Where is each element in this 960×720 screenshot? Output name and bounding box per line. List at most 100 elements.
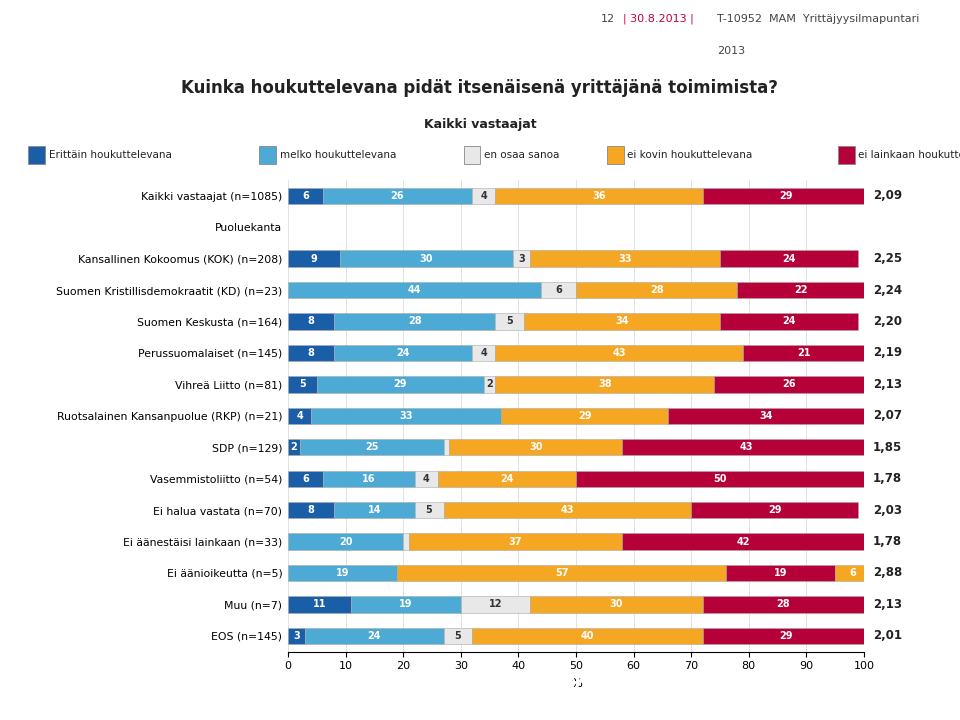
Text: 38: 38 — [598, 379, 612, 390]
Text: 43: 43 — [612, 348, 626, 358]
Text: 1,85: 1,85 — [873, 441, 901, 454]
Text: 24: 24 — [500, 474, 514, 484]
Text: 29: 29 — [394, 379, 407, 390]
Bar — [288, 564, 397, 581]
Bar — [444, 628, 472, 644]
Text: 6: 6 — [301, 474, 309, 484]
Text: 50: 50 — [713, 474, 727, 484]
Text: 43: 43 — [739, 442, 753, 452]
Text: 12: 12 — [489, 600, 502, 609]
Bar — [288, 251, 340, 267]
Text: 2,13: 2,13 — [873, 378, 901, 391]
Text: 25: 25 — [365, 442, 378, 452]
Text: 4: 4 — [480, 191, 488, 201]
Text: 29: 29 — [780, 631, 793, 641]
Bar — [288, 187, 323, 204]
Text: 21%: 21% — [701, 672, 744, 690]
Bar — [703, 596, 864, 613]
Text: 3: 3 — [517, 253, 525, 264]
Text: 57: 57 — [555, 568, 568, 578]
Bar — [288, 345, 334, 361]
Text: 2,01: 2,01 — [873, 629, 901, 642]
Text: 43: 43 — [561, 505, 574, 515]
Text: 1,78: 1,78 — [873, 535, 901, 548]
Bar — [288, 628, 305, 644]
Text: taloustutkimus oy: taloustutkimus oy — [20, 27, 176, 42]
Bar — [259, 146, 276, 164]
Bar — [501, 408, 668, 424]
Text: ei lainkaan houkuttelevana: ei lainkaan houkuttelevana — [858, 150, 960, 160]
Bar — [495, 345, 743, 361]
Bar — [288, 313, 334, 330]
Bar — [838, 146, 854, 164]
Bar — [288, 596, 351, 613]
Bar — [541, 282, 576, 298]
Text: Erittäin houkuttelevana: Erittäin houkuttelevana — [49, 150, 172, 160]
Text: 24: 24 — [396, 348, 410, 358]
Text: Kuinka houkuttelevana pidät itsenäisenä yrittäjänä toimimista?: Kuinka houkuttelevana pidät itsenäisenä … — [181, 79, 779, 97]
Text: 30: 30 — [529, 442, 542, 452]
Text: 2,13: 2,13 — [873, 598, 901, 611]
Text: melko houkuttelevana: melko houkuttelevana — [279, 150, 396, 160]
Text: 5: 5 — [454, 631, 462, 641]
Text: 5: 5 — [425, 505, 433, 515]
Text: 29: 29 — [578, 411, 591, 420]
Bar — [288, 534, 403, 550]
Bar — [323, 470, 415, 487]
Bar — [288, 408, 311, 424]
Bar — [495, 313, 524, 330]
Text: 2013: 2013 — [717, 46, 745, 56]
Bar — [472, 345, 495, 361]
Bar — [743, 345, 864, 361]
Text: 19: 19 — [336, 568, 349, 578]
Bar — [530, 596, 703, 613]
Bar — [472, 187, 495, 204]
Text: 75%: 75% — [192, 672, 235, 690]
Bar — [340, 251, 513, 267]
Text: en osaa sanoa: en osaa sanoa — [484, 150, 560, 160]
Text: 30: 30 — [610, 600, 623, 609]
Text: 33: 33 — [399, 411, 413, 420]
Text: 9: 9 — [310, 253, 318, 264]
Text: 8: 8 — [307, 505, 315, 515]
Text: 2: 2 — [486, 379, 493, 390]
Text: 24: 24 — [368, 631, 381, 641]
Text: 24: 24 — [782, 317, 796, 326]
Text: 01%: 01% — [864, 672, 907, 690]
Text: | 30.8.2013 |: | 30.8.2013 | — [622, 14, 693, 24]
Bar — [449, 439, 622, 456]
Bar — [323, 187, 472, 204]
Text: 6: 6 — [301, 191, 309, 201]
Bar — [351, 596, 461, 613]
Bar — [444, 502, 691, 518]
Text: 2,07: 2,07 — [873, 409, 901, 423]
Text: 26: 26 — [782, 379, 796, 390]
Bar — [317, 376, 484, 392]
Text: ei kovin houkuttelevana: ei kovin houkuttelevana — [628, 150, 753, 160]
Bar — [461, 596, 530, 613]
Bar — [334, 313, 495, 330]
Bar — [622, 439, 870, 456]
Bar — [524, 313, 720, 330]
Bar — [415, 502, 444, 518]
Text: 19: 19 — [774, 568, 787, 578]
Text: 2,25: 2,25 — [873, 252, 901, 265]
Text: 28: 28 — [650, 285, 663, 295]
Text: 48%: 48% — [403, 672, 446, 690]
Bar — [311, 408, 501, 424]
Text: 2,03: 2,03 — [873, 503, 901, 517]
Bar — [737, 282, 864, 298]
Bar — [576, 470, 864, 487]
Text: 2,20: 2,20 — [873, 315, 901, 328]
Text: 44: 44 — [408, 285, 421, 295]
Text: 14: 14 — [368, 505, 381, 515]
Text: 33: 33 — [618, 253, 632, 264]
Bar — [484, 376, 495, 392]
Bar — [334, 502, 415, 518]
Bar — [703, 187, 870, 204]
Text: 22: 22 — [794, 285, 807, 295]
Text: 2,88: 2,88 — [873, 567, 901, 580]
Text: 24: 24 — [782, 253, 796, 264]
Bar — [29, 146, 45, 164]
Text: 8: 8 — [307, 317, 315, 326]
